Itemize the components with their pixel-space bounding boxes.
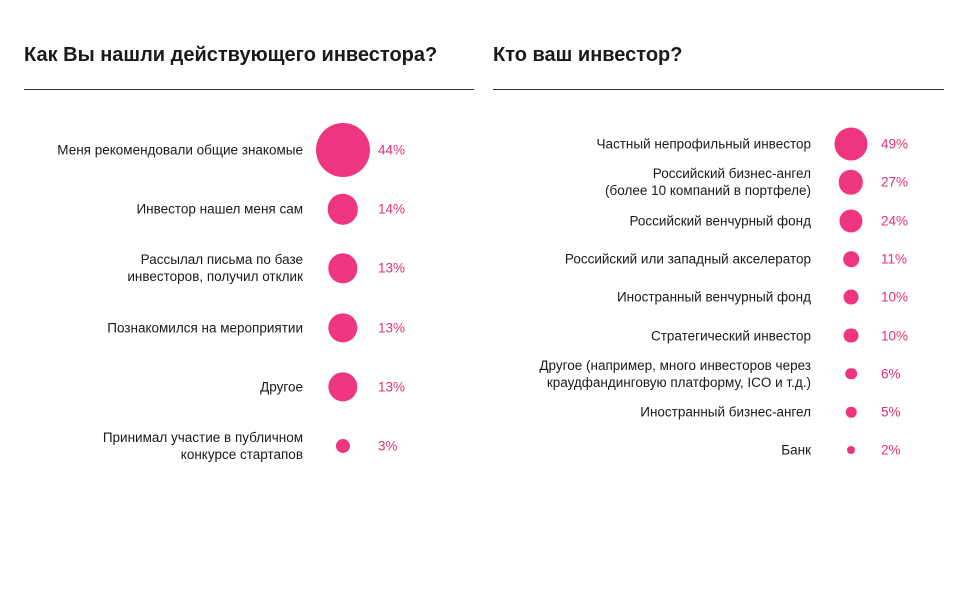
- value-label: 13%: [378, 379, 406, 395]
- value-bubble: [327, 193, 359, 225]
- value-bubble: [845, 368, 857, 380]
- value-label: 24%: [881, 213, 909, 229]
- value-bubble: [328, 372, 358, 402]
- value-bubble: [328, 312, 358, 343]
- value-label: 13%: [378, 260, 406, 276]
- category-label: Принимал участие в публичном конкурсе ст…: [102, 430, 303, 462]
- value-bubble: [335, 438, 351, 454]
- value-label: 27%: [881, 174, 909, 190]
- value-label: 3%: [378, 438, 398, 454]
- category-label: Другое (например, много инвесторов через…: [539, 357, 811, 390]
- category-label: Российский или западный акселератор: [564, 251, 811, 267]
- value-bubble: [843, 328, 859, 343]
- value-bubble: [843, 289, 859, 305]
- value-bubble: [838, 170, 864, 195]
- title-divider: [24, 89, 474, 90]
- category-label: Частный непрофильный инвестор: [596, 136, 811, 152]
- value-label: 6%: [881, 366, 901, 382]
- value-label: 10%: [881, 328, 909, 343]
- value-label: 10%: [881, 289, 909, 305]
- chart-panel-investor-search: Как Вы нашли действующего инвестора? Мен…: [24, 0, 474, 600]
- value-bubble: [847, 446, 855, 455]
- category-label: Российский венчурный фонд: [629, 213, 811, 229]
- value-label: 13%: [378, 320, 406, 336]
- value-bubble: [328, 253, 358, 284]
- category-label: Инвестор нашел меня сам: [136, 201, 303, 217]
- category-label: Другое: [260, 379, 303, 395]
- value-bubble: [839, 209, 863, 233]
- value-bubble: [845, 406, 857, 418]
- title-divider: [493, 89, 944, 90]
- category-label: Иностранный венчурный фонд: [616, 289, 811, 305]
- category-label: Российский бизнес-ангел (более 10 компан…: [605, 166, 811, 199]
- category-label: Рассылал письма по базе инвесторов, полу…: [127, 252, 303, 285]
- category-label: Меня рекомендовали общие знакомые: [57, 142, 303, 158]
- value-label: 5%: [881, 404, 901, 420]
- category-label: Познакомился на мероприятии: [107, 320, 303, 336]
- category-label: Банк: [781, 442, 811, 458]
- value-label: 2%: [881, 442, 901, 458]
- chart-panel-investor-type: Кто ваш инвестор? Частный непрофильный и…: [493, 0, 944, 600]
- value-bubble: [843, 251, 859, 267]
- category-label: Иностранный бизнес-ангел: [640, 404, 811, 420]
- value-bubble: [834, 127, 868, 161]
- value-label: 49%: [881, 136, 909, 152]
- value-bubble: [316, 123, 370, 177]
- category-label: Стратегический инвестор: [650, 328, 811, 343]
- value-label: 14%: [378, 201, 406, 217]
- chart-title: Как Вы нашли действующего инвестора?: [24, 44, 438, 66]
- chart-title: Кто ваш инвестор?: [493, 44, 683, 66]
- value-label: 11%: [881, 251, 908, 267]
- value-label: 44%: [378, 142, 406, 158]
